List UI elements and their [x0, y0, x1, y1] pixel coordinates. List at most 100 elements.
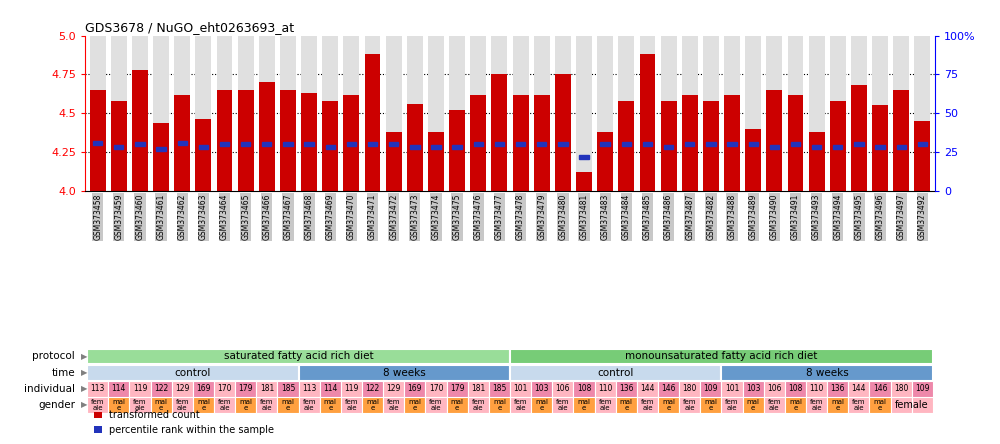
- Bar: [770, 145, 779, 150]
- Text: 106: 106: [556, 385, 570, 393]
- Bar: [151, 397, 172, 413]
- Bar: [220, 142, 229, 147]
- Bar: [241, 142, 250, 147]
- Text: mal
e: mal e: [451, 399, 464, 411]
- Bar: [431, 145, 441, 150]
- Text: fem
ale: fem ale: [218, 399, 231, 411]
- Bar: [156, 147, 166, 151]
- Text: fem
ale: fem ale: [852, 399, 866, 411]
- Text: mal
e: mal e: [366, 399, 379, 411]
- Bar: [172, 381, 193, 397]
- Bar: [468, 397, 489, 413]
- Bar: [743, 381, 764, 397]
- Bar: [470, 95, 486, 191]
- Text: 110: 110: [598, 385, 612, 393]
- Bar: [449, 36, 465, 191]
- Bar: [658, 381, 679, 397]
- Bar: [622, 142, 631, 147]
- Bar: [640, 54, 655, 191]
- Bar: [764, 397, 785, 413]
- Bar: [721, 397, 743, 413]
- Text: 8 weeks: 8 weeks: [806, 368, 849, 378]
- Bar: [703, 36, 719, 191]
- Bar: [897, 145, 906, 150]
- Text: control: control: [598, 368, 634, 378]
- Bar: [597, 36, 613, 191]
- Text: 109: 109: [915, 385, 930, 393]
- Bar: [914, 121, 930, 191]
- Bar: [637, 381, 658, 397]
- Bar: [682, 36, 698, 191]
- Bar: [721, 381, 743, 397]
- Bar: [891, 381, 912, 397]
- Bar: [912, 381, 933, 397]
- Bar: [679, 381, 700, 397]
- Bar: [643, 142, 652, 147]
- Bar: [87, 349, 510, 365]
- Bar: [362, 397, 383, 413]
- Text: fem
ale: fem ale: [683, 399, 696, 411]
- Text: 108: 108: [577, 385, 591, 393]
- Text: mal
e: mal e: [620, 399, 633, 411]
- Text: 106: 106: [767, 385, 782, 393]
- Text: 113: 113: [90, 385, 105, 393]
- Text: 114: 114: [323, 385, 337, 393]
- Bar: [174, 95, 190, 191]
- Bar: [891, 397, 912, 413]
- Text: 179: 179: [238, 385, 253, 393]
- Bar: [812, 145, 821, 150]
- Bar: [918, 142, 927, 147]
- Bar: [806, 381, 827, 397]
- Text: 180: 180: [894, 385, 908, 393]
- Bar: [851, 36, 867, 191]
- Bar: [661, 36, 677, 191]
- Text: ▶: ▶: [81, 385, 88, 393]
- Bar: [806, 397, 827, 413]
- Text: mal
e: mal e: [408, 399, 421, 411]
- Bar: [875, 145, 885, 150]
- Text: 122: 122: [154, 385, 168, 393]
- Text: mal
e: mal e: [239, 399, 252, 411]
- Text: mal
e: mal e: [155, 399, 168, 411]
- Bar: [468, 381, 489, 397]
- Text: mal
e: mal e: [578, 399, 591, 411]
- Bar: [848, 381, 869, 397]
- Bar: [256, 397, 277, 413]
- Text: fem
ale: fem ale: [725, 399, 739, 411]
- Bar: [914, 36, 930, 191]
- Text: 144: 144: [852, 385, 866, 393]
- Text: fem
ale: fem ale: [810, 399, 823, 411]
- Bar: [595, 397, 616, 413]
- Bar: [510, 397, 531, 413]
- Bar: [362, 381, 383, 397]
- Text: 170: 170: [217, 385, 232, 393]
- Bar: [573, 381, 595, 397]
- Bar: [217, 36, 232, 191]
- Bar: [912, 397, 933, 413]
- Text: mal
e: mal e: [281, 399, 294, 411]
- Bar: [637, 397, 658, 413]
- Bar: [721, 365, 933, 381]
- Bar: [703, 101, 719, 191]
- Text: 185: 185: [281, 385, 295, 393]
- Bar: [259, 36, 275, 191]
- Bar: [235, 397, 256, 413]
- Bar: [766, 36, 782, 191]
- Bar: [791, 142, 800, 147]
- Text: 179: 179: [450, 385, 464, 393]
- Bar: [304, 142, 314, 147]
- Bar: [664, 145, 673, 150]
- Bar: [727, 142, 737, 147]
- Bar: [320, 397, 341, 413]
- Bar: [743, 397, 764, 413]
- Bar: [745, 36, 761, 191]
- Bar: [199, 145, 208, 150]
- Text: mal
e: mal e: [747, 399, 760, 411]
- Text: fem
ale: fem ale: [641, 399, 654, 411]
- Bar: [383, 397, 404, 413]
- Text: fem
ale: fem ale: [514, 399, 527, 411]
- Bar: [447, 397, 468, 413]
- Text: mal
e: mal e: [535, 399, 548, 411]
- Bar: [827, 397, 848, 413]
- Bar: [785, 381, 806, 397]
